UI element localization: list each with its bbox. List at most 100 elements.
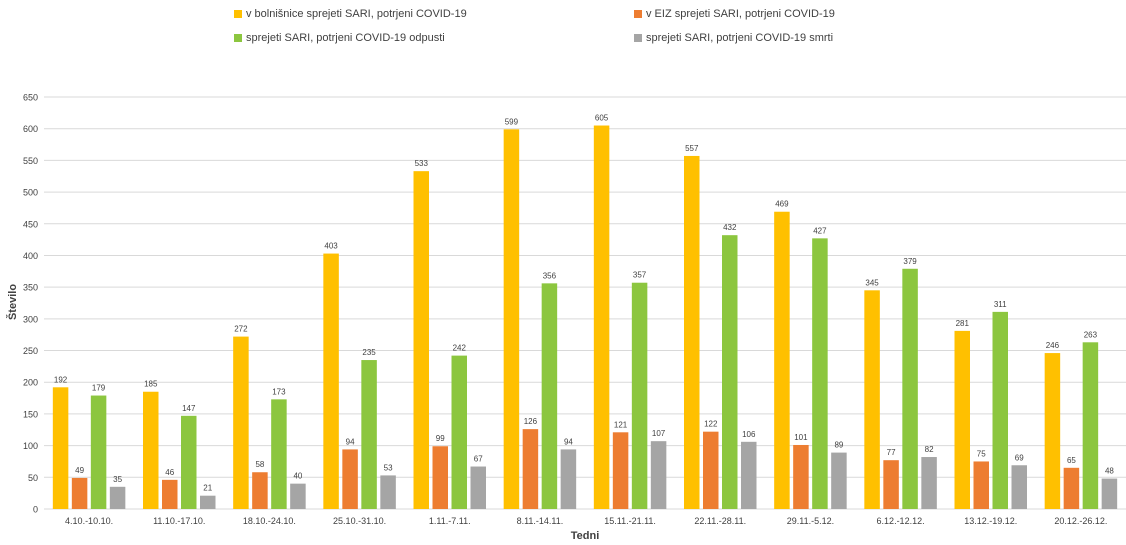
bar-value-label: 89 — [834, 441, 843, 450]
x-tick-label: 15.11.-21.11. — [604, 516, 656, 526]
legend-item-2: sprejeti SARI, potrjeni COVID-19 odpusti — [234, 32, 445, 44]
bar-value-label: 82 — [925, 445, 934, 454]
bar — [921, 457, 937, 509]
legend: v bolnišnice sprejeti SARI, potrjeni COV… — [0, 0, 1126, 60]
legend-item-0: v bolnišnice sprejeti SARI, potrjeni COV… — [234, 8, 467, 20]
bar — [992, 311, 1008, 509]
bar — [1063, 467, 1080, 509]
bar — [703, 431, 719, 509]
bar-value-label: 126 — [524, 417, 538, 426]
bar-value-labels: 192 49 179 35 185 46 147 21 272 58 173 40 403 94 235 53… — [54, 114, 1115, 493]
bar-value-label: 345 — [865, 278, 879, 287]
bar — [413, 171, 429, 509]
bar — [470, 466, 486, 509]
y-tick-label: 150 — [23, 409, 38, 419]
bar-value-label: 192 — [54, 375, 68, 384]
bar-value-label: 94 — [346, 437, 355, 446]
bar — [143, 391, 159, 509]
bar-value-label: 101 — [794, 433, 808, 442]
y-tick-label: 400 — [23, 251, 38, 261]
bar — [631, 282, 648, 509]
bar-value-label: 403 — [324, 242, 338, 251]
bar — [181, 415, 197, 509]
bar-value-label: 48 — [1105, 467, 1114, 476]
bar — [503, 129, 520, 509]
x-tick-label: 29.11.-5.12. — [787, 516, 834, 526]
y-tick-label: 0 — [33, 505, 38, 515]
legend-swatch-2 — [234, 34, 242, 42]
bar-value-label: 356 — [543, 271, 557, 280]
y-tick-label: 350 — [23, 283, 38, 293]
bar — [973, 461, 989, 509]
bar — [812, 238, 828, 509]
y-tick-label: 300 — [23, 314, 38, 324]
bar-value-label: 235 — [362, 348, 376, 357]
legend-swatch-0 — [234, 10, 242, 18]
bar — [650, 441, 667, 509]
bar-value-label: 65 — [1067, 456, 1076, 465]
bar — [323, 253, 339, 509]
bar-value-label: 246 — [1046, 341, 1060, 350]
bar — [380, 475, 396, 509]
bar — [162, 479, 178, 509]
bar-value-label: 432 — [723, 223, 737, 232]
x-tick-label: 25.10.-31.10. — [333, 516, 386, 526]
bar-value-label: 357 — [633, 271, 647, 280]
legend-label-2: sprejeti SARI, potrjeni COVID-19 odpusti — [246, 32, 445, 44]
x-tick-label: 18.10.-24.10. — [243, 516, 296, 526]
y-tick-label: 100 — [23, 441, 38, 451]
y-tick-label: 50 — [28, 473, 38, 483]
bar-value-label: 107 — [652, 429, 666, 438]
legend-item-1: v EIZ sprejeti SARI, potrjeni COVID-19 — [634, 8, 835, 20]
bar-value-label: 53 — [384, 463, 393, 472]
bar-value-label: 77 — [887, 448, 896, 457]
bar-value-label: 242 — [453, 344, 467, 353]
bar — [1101, 478, 1118, 509]
bar-value-label: 173 — [272, 387, 286, 396]
bar — [109, 486, 126, 509]
bar — [271, 399, 287, 509]
bar-value-label: 263 — [1084, 330, 1098, 339]
bar-value-label: 35 — [113, 475, 122, 484]
y-tick-label: 450 — [23, 219, 38, 229]
legend-swatch-1 — [634, 10, 642, 18]
bar-value-label: 533 — [415, 159, 429, 168]
bar — [593, 125, 610, 510]
bar — [831, 452, 847, 509]
bar — [361, 360, 377, 509]
y-tick-label: 650 — [23, 93, 38, 103]
y-tick-label: 250 — [23, 346, 38, 356]
x-axis-ticks: 4.10.-10.10. 11.10.-17.10. 18.10.-24.10. 25… — [65, 516, 1107, 526]
bar-value-label: 379 — [903, 257, 917, 266]
x-tick-label: 4.10.-10.10. — [65, 516, 113, 526]
x-tick-label: 22.11.-28.11. — [694, 516, 746, 526]
bar-value-label: 75 — [977, 449, 986, 458]
x-tick-label: 8.11.-14.11. — [517, 516, 564, 526]
bar-value-label: 122 — [704, 420, 718, 429]
bar-value-label: 147 — [182, 404, 196, 413]
bar — [71, 477, 88, 509]
bar-value-label: 106 — [742, 430, 756, 439]
bar — [684, 155, 700, 509]
bar-value-label: 67 — [474, 455, 483, 464]
bar — [290, 483, 306, 509]
bar-value-label: 281 — [956, 319, 970, 328]
bar-value-label: 311 — [994, 300, 1007, 309]
bar-value-label: 272 — [234, 325, 248, 334]
bar-value-label: 40 — [293, 472, 302, 481]
bar-value-label: 46 — [165, 468, 174, 477]
bar — [522, 429, 539, 509]
x-tick-label: 13.12.-19.12. — [964, 516, 1017, 526]
bar — [722, 235, 738, 509]
bar — [90, 395, 107, 509]
bar — [200, 495, 216, 509]
x-tick-label: 20.12.-26.12. — [1054, 516, 1107, 526]
bar-value-label: 427 — [813, 226, 827, 235]
bar — [741, 441, 757, 509]
bar — [342, 449, 358, 509]
bar — [1082, 342, 1099, 509]
bar-value-label: 469 — [775, 200, 789, 209]
bar-value-label: 58 — [255, 460, 264, 469]
bar — [612, 432, 629, 509]
